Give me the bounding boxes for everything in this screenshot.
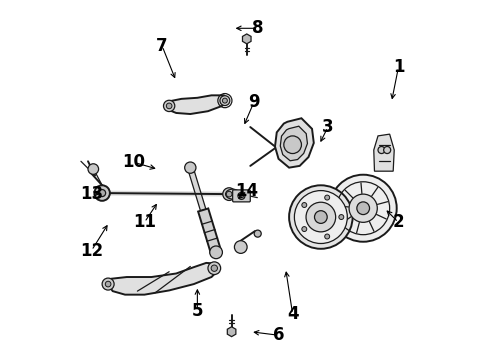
Circle shape — [164, 100, 175, 112]
Circle shape — [378, 147, 385, 154]
Polygon shape — [243, 34, 251, 44]
Circle shape — [98, 189, 106, 197]
Polygon shape — [188, 167, 206, 211]
Text: 12: 12 — [80, 242, 103, 260]
Circle shape — [302, 226, 307, 231]
Circle shape — [302, 203, 307, 207]
Circle shape — [223, 188, 236, 201]
Polygon shape — [166, 95, 227, 114]
Circle shape — [254, 230, 261, 237]
Circle shape — [339, 215, 344, 220]
Circle shape — [306, 202, 336, 232]
Circle shape — [294, 190, 347, 243]
Circle shape — [166, 103, 172, 109]
Circle shape — [384, 147, 391, 154]
Circle shape — [88, 164, 98, 174]
Circle shape — [226, 191, 232, 197]
Polygon shape — [374, 134, 394, 171]
Polygon shape — [280, 126, 307, 161]
Text: 1: 1 — [392, 58, 404, 76]
Circle shape — [325, 234, 330, 239]
Circle shape — [315, 211, 327, 224]
Text: 10: 10 — [122, 153, 146, 171]
Text: 13: 13 — [80, 185, 103, 203]
Text: 5: 5 — [192, 302, 203, 320]
Circle shape — [349, 194, 377, 222]
Circle shape — [185, 162, 196, 173]
Circle shape — [357, 202, 369, 215]
FancyBboxPatch shape — [233, 190, 250, 202]
Circle shape — [325, 195, 330, 200]
Ellipse shape — [225, 189, 240, 199]
Polygon shape — [275, 118, 314, 168]
Circle shape — [208, 262, 220, 275]
Text: 14: 14 — [235, 181, 258, 199]
Polygon shape — [198, 208, 221, 254]
Text: 2: 2 — [392, 213, 404, 231]
Polygon shape — [106, 263, 219, 294]
Text: 7: 7 — [156, 37, 168, 55]
Circle shape — [95, 185, 110, 201]
Text: 4: 4 — [287, 305, 298, 323]
Circle shape — [330, 175, 397, 242]
Circle shape — [238, 192, 245, 199]
Text: 8: 8 — [251, 19, 263, 37]
Text: 11: 11 — [133, 213, 156, 231]
Circle shape — [210, 246, 222, 259]
Circle shape — [105, 281, 111, 287]
Polygon shape — [227, 327, 236, 337]
Text: 6: 6 — [273, 326, 284, 344]
Circle shape — [220, 96, 230, 105]
Circle shape — [234, 241, 247, 253]
Circle shape — [222, 98, 227, 103]
Circle shape — [284, 136, 301, 153]
Text: 9: 9 — [248, 93, 260, 111]
Text: 3: 3 — [322, 118, 334, 136]
Circle shape — [211, 265, 218, 271]
Circle shape — [102, 278, 114, 290]
Circle shape — [289, 185, 353, 249]
